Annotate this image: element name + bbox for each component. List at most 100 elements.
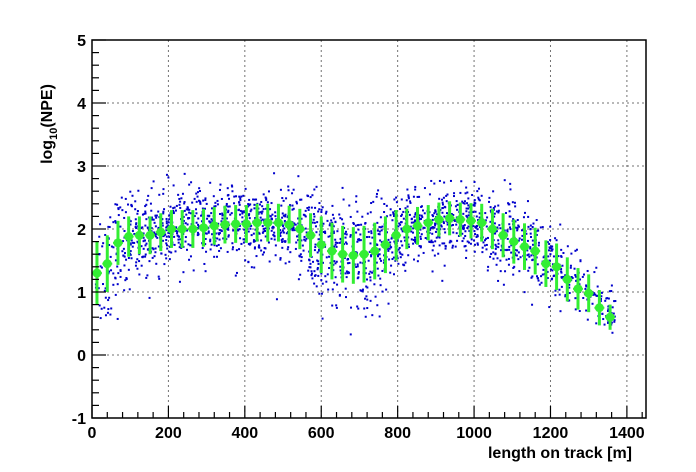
scatter-point bbox=[204, 243, 207, 246]
scatter-point bbox=[185, 248, 188, 251]
scatter-point bbox=[611, 331, 614, 334]
scatter-point bbox=[391, 219, 394, 222]
scatter-point bbox=[182, 271, 185, 274]
scatter-point bbox=[585, 285, 588, 288]
scatter-point bbox=[428, 240, 431, 243]
scatter-point bbox=[226, 194, 229, 197]
scatter-point bbox=[464, 235, 467, 238]
scatter-point bbox=[242, 194, 245, 197]
scatter-point bbox=[179, 200, 182, 203]
scatter-point bbox=[305, 237, 308, 240]
scatter-point bbox=[304, 227, 307, 230]
scatter-point bbox=[255, 255, 258, 258]
scatter-point bbox=[459, 191, 462, 194]
scatter-point bbox=[462, 225, 465, 228]
scatter-point bbox=[528, 255, 531, 258]
scatter-point bbox=[187, 216, 190, 219]
scatter-point bbox=[463, 224, 466, 227]
scatter-point bbox=[226, 250, 229, 253]
scatter-point bbox=[503, 229, 506, 232]
scatter-point bbox=[207, 231, 210, 234]
scatter-point bbox=[509, 182, 512, 185]
scatter-point bbox=[142, 236, 145, 239]
scatter-point bbox=[473, 250, 476, 253]
profile-point bbox=[402, 224, 412, 234]
scatter-point bbox=[396, 239, 399, 242]
scatter-point bbox=[434, 209, 437, 212]
scatter-point bbox=[179, 206, 182, 209]
scatter-point bbox=[119, 269, 122, 272]
scatter-point bbox=[375, 261, 378, 264]
scatter-point bbox=[579, 260, 582, 263]
scatter-point bbox=[302, 213, 305, 216]
scatter-point bbox=[436, 213, 439, 216]
scatter-point bbox=[157, 210, 160, 213]
scatter-point bbox=[154, 235, 157, 238]
scatter-point bbox=[207, 215, 210, 218]
profile-point bbox=[573, 284, 583, 294]
scatter-point bbox=[392, 215, 395, 218]
scatter-point bbox=[437, 252, 440, 255]
scatter-point bbox=[260, 212, 263, 215]
scatter-point bbox=[467, 241, 470, 244]
scatter-point bbox=[300, 259, 303, 262]
scatter-point bbox=[97, 287, 100, 290]
scatter-point bbox=[129, 223, 132, 226]
scatter-point bbox=[433, 226, 436, 229]
y-tick-label: 5 bbox=[77, 33, 86, 50]
scatter-point bbox=[388, 258, 391, 261]
scatter-point bbox=[167, 231, 170, 234]
scatter-point bbox=[537, 241, 540, 244]
scatter-point bbox=[399, 252, 402, 255]
scatter-point bbox=[568, 286, 571, 289]
scatter-point bbox=[569, 266, 572, 269]
scatter-point bbox=[494, 232, 497, 235]
scatter-point bbox=[98, 235, 101, 238]
scatter-point bbox=[486, 269, 489, 272]
scatter-point bbox=[188, 258, 191, 261]
scatter-point bbox=[380, 226, 383, 229]
scatter-point bbox=[321, 261, 324, 264]
scatter-point bbox=[608, 290, 611, 293]
scatter-point bbox=[379, 239, 382, 242]
scatter-point bbox=[550, 249, 553, 252]
scatter-point bbox=[592, 293, 595, 296]
scatter-point bbox=[365, 236, 368, 239]
scatter-point bbox=[273, 238, 276, 241]
scatter-point bbox=[146, 274, 149, 277]
scatter-point bbox=[173, 206, 176, 209]
scatter-point bbox=[144, 255, 147, 258]
scatter-point bbox=[399, 256, 402, 259]
scatter-point bbox=[410, 221, 413, 224]
profile-point bbox=[509, 237, 519, 247]
scatter-point bbox=[197, 217, 200, 220]
scatter-point bbox=[389, 214, 392, 217]
scatter-point bbox=[123, 255, 126, 258]
scatter-point bbox=[258, 244, 261, 247]
scatter-point bbox=[407, 194, 410, 197]
scatter-point bbox=[247, 203, 250, 206]
scatter-point bbox=[497, 239, 500, 242]
scatter-point bbox=[368, 235, 371, 238]
scatter-point bbox=[321, 206, 324, 209]
scatter-point bbox=[138, 260, 141, 263]
scatter-point bbox=[550, 247, 553, 250]
scatter-point bbox=[172, 184, 175, 187]
scatter-point bbox=[549, 225, 552, 228]
scatter-point bbox=[279, 257, 282, 260]
scatter-point bbox=[370, 254, 373, 257]
scatter-point bbox=[508, 210, 511, 213]
scatter-point bbox=[205, 202, 208, 205]
scatter-point bbox=[407, 195, 410, 198]
scatter-point bbox=[612, 312, 615, 315]
scatter-point bbox=[227, 205, 230, 208]
scatter-point bbox=[137, 189, 140, 192]
scatter-point bbox=[308, 266, 311, 269]
scatter-point bbox=[338, 213, 341, 216]
scatter-point bbox=[535, 233, 538, 236]
scatter-point bbox=[239, 237, 242, 240]
scatter-point bbox=[464, 230, 467, 233]
scatter-point bbox=[298, 255, 301, 258]
scatter-point bbox=[314, 246, 317, 249]
scatter-point bbox=[196, 191, 199, 194]
